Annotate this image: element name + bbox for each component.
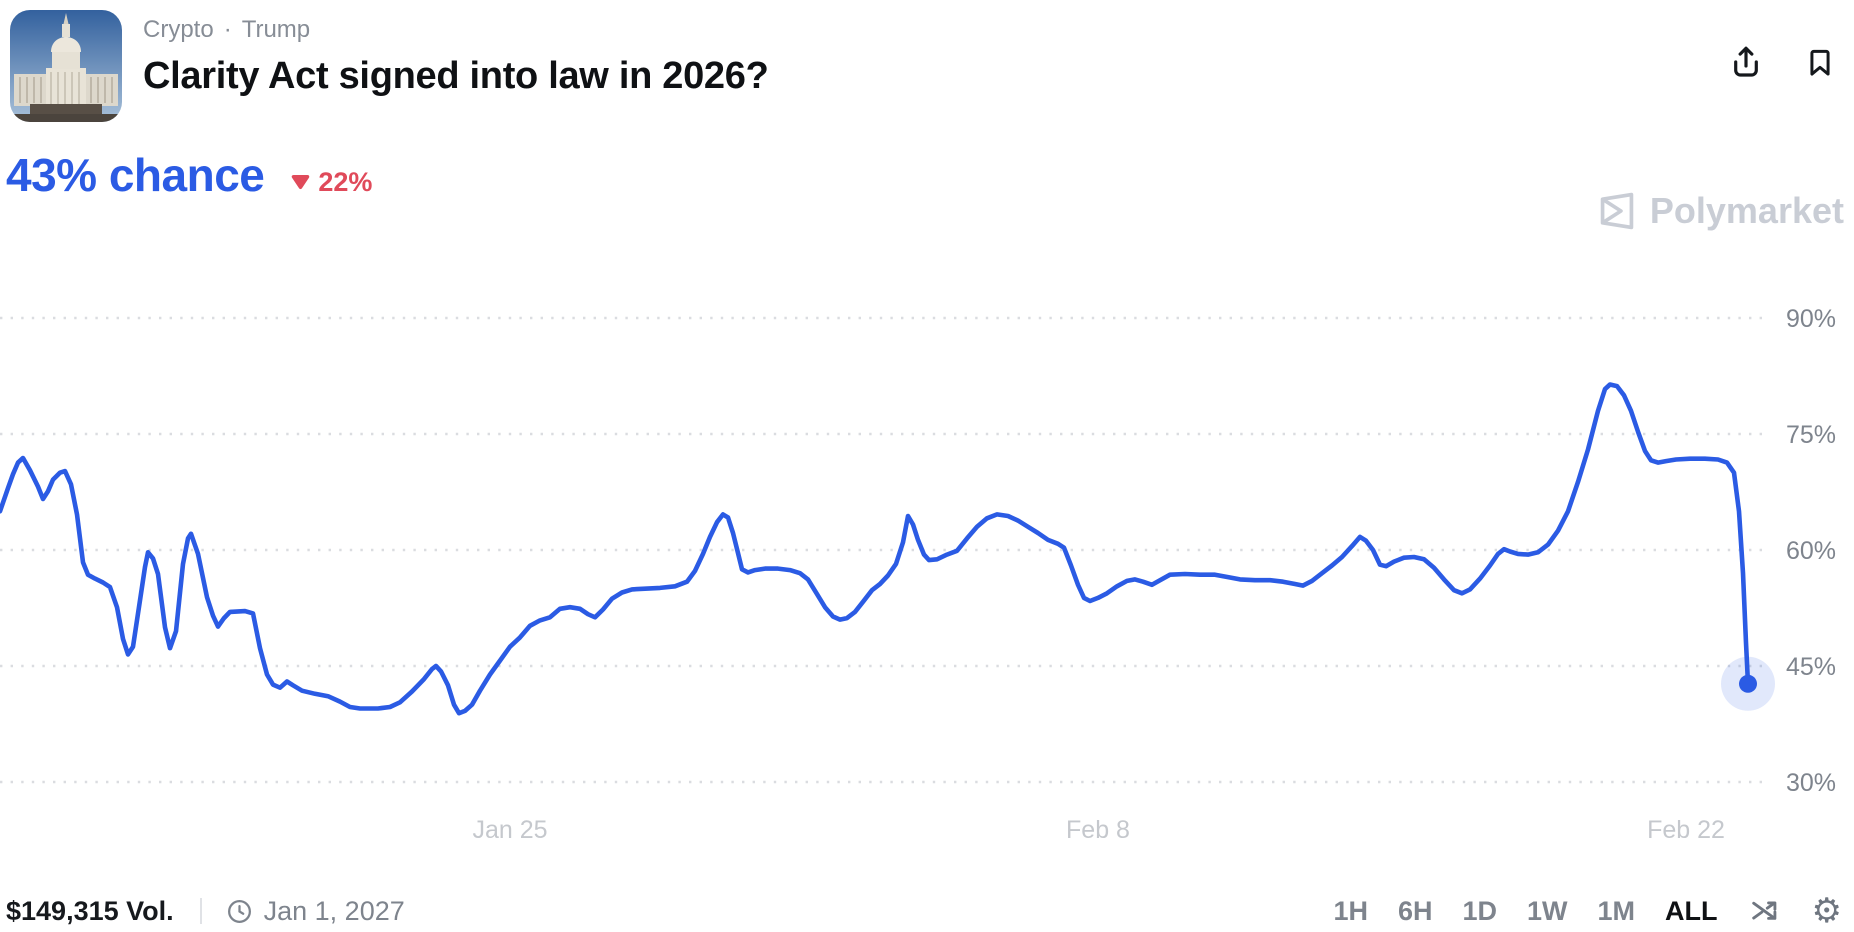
- polymarket-watermark-text: Polymarket: [1649, 190, 1844, 231]
- probability-line: [0, 382, 1751, 716]
- y-axis-label: 30%: [1786, 769, 1836, 797]
- breadcrumb-separator: ·: [223, 16, 232, 43]
- breadcrumb-category[interactable]: Crypto: [143, 16, 214, 43]
- timeframe-6h[interactable]: 6H: [1397, 895, 1433, 926]
- breadcrumb: Crypto · Trump: [143, 16, 310, 44]
- line-chart[interactable]: 90% 75% 60% 45% 30% Jan 25 Feb 8 Feb 22: [0, 240, 1854, 870]
- page-title: Clarity Act signed into law in 2026?: [143, 55, 769, 97]
- header-actions: [1726, 42, 1840, 82]
- settings-button[interactable]: ⚙: [1812, 894, 1842, 928]
- shuffle-icon: [1751, 901, 1776, 920]
- clock-icon: [227, 899, 251, 923]
- y-axis-label: 75%: [1786, 421, 1836, 449]
- volume-label: $149,315 Vol.: [6, 895, 174, 926]
- compare-button[interactable]: [1748, 894, 1782, 928]
- bookmark-icon: [1810, 49, 1830, 76]
- timeframe-controls: 1H 6H 1D 1W 1M ALL ⚙: [1333, 894, 1854, 928]
- bookmark-button[interactable]: [1800, 42, 1840, 82]
- end-date-text: Jan 1, 2027: [263, 895, 405, 926]
- timeframe-1m[interactable]: 1M: [1597, 895, 1636, 926]
- x-axis-label: Feb 22: [1647, 816, 1725, 844]
- endpoint-dot: [1739, 674, 1757, 693]
- y-axis-label: 90%: [1786, 305, 1836, 333]
- probability-chart[interactable]: 90% 75% 60% 45% 30% Jan 25 Feb 8 Feb 22: [0, 240, 1854, 870]
- arrow-down-icon: [292, 175, 310, 189]
- x-axis-label: Feb 8: [1066, 816, 1130, 844]
- timeframe-all[interactable]: ALL: [1665, 895, 1718, 926]
- breadcrumb-tag[interactable]: Trump: [241, 16, 311, 43]
- y-axis-label: 60%: [1786, 537, 1836, 565]
- gear-icon: ⚙: [1811, 891, 1842, 931]
- footer-divider: [199, 898, 202, 924]
- timeframe-1w[interactable]: 1W: [1527, 895, 1568, 926]
- change-value: 22%: [318, 166, 373, 197]
- polymarket-watermark: Polymarket: [1596, 190, 1844, 232]
- y-axis-label: 45%: [1786, 653, 1836, 681]
- market-thumbnail-capitol: [10, 10, 122, 122]
- chart-footer: $149,315 Vol. Jan 1, 2027 1H 6H 1D 1W 1M ALL: [0, 890, 1854, 932]
- chance-value: 43% chance: [6, 149, 265, 201]
- polymarket-logo-icon: [1600, 192, 1634, 230]
- probability-summary: 43% chance 22%: [6, 148, 372, 202]
- share-button[interactable]: [1726, 42, 1766, 82]
- change-indicator: 22%: [290, 167, 372, 198]
- end-date: Jan 1, 2027: [226, 896, 405, 927]
- capitol-illustration: [10, 10, 122, 122]
- x-axis-label: Jan 25: [472, 816, 547, 844]
- timeframe-1d[interactable]: 1D: [1462, 895, 1498, 926]
- share-icon: [1734, 46, 1758, 77]
- timeframe-buttons: 1H 6H 1D 1W 1M ALL: [1333, 896, 1717, 927]
- timeframe-1h[interactable]: 1H: [1333, 895, 1368, 926]
